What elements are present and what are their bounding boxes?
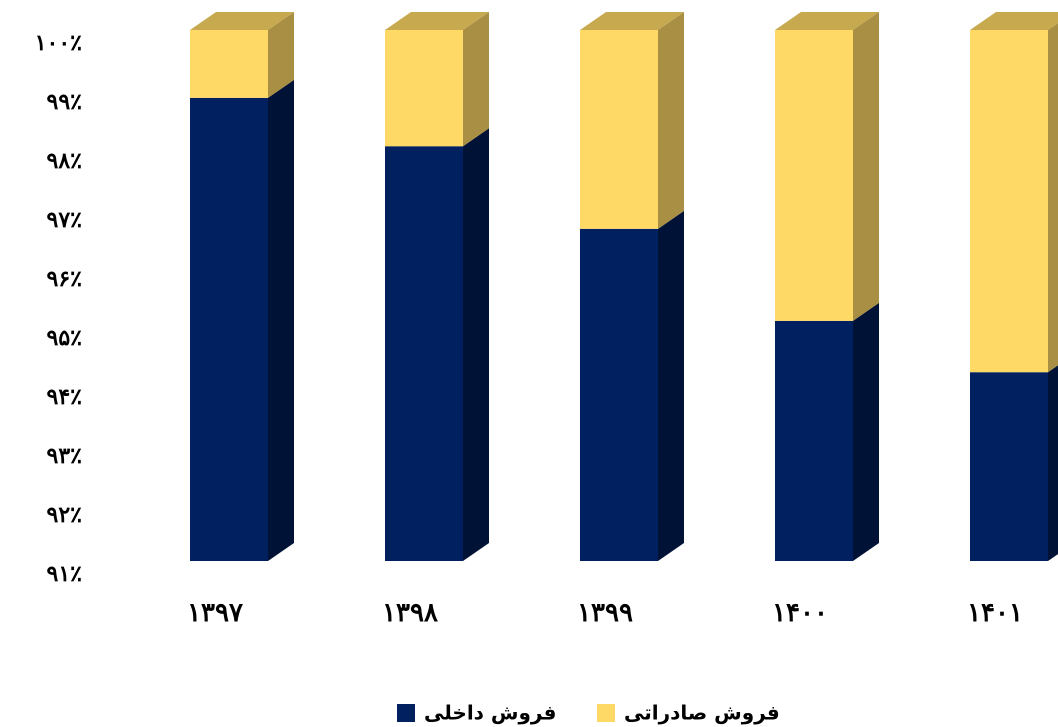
bar-side xyxy=(853,302,879,561)
bar-front xyxy=(385,30,463,147)
bar-side xyxy=(853,12,879,321)
bar-side xyxy=(463,12,489,147)
bar-segment xyxy=(385,12,489,147)
y-tick-label: ۹۵٪ xyxy=(47,325,83,351)
x-tick-label: ۱۳۹۷ xyxy=(187,598,243,628)
bar-side xyxy=(658,12,684,229)
y-tick-label: ۹۴٪ xyxy=(47,384,83,410)
bar-front xyxy=(385,146,463,562)
bar-front xyxy=(775,320,853,561)
bar-segment xyxy=(190,79,294,561)
bar-segment xyxy=(775,302,879,561)
legend-label: فروش داخلی xyxy=(424,701,556,725)
bar-front xyxy=(190,97,268,561)
bar-top xyxy=(190,12,294,30)
bar-top xyxy=(775,12,879,30)
bar-top xyxy=(970,12,1058,30)
bar-segment xyxy=(970,365,1058,561)
bar-segment xyxy=(190,12,294,98)
bar-segment xyxy=(970,12,1058,373)
y-tick-label: ۹۳٪ xyxy=(47,443,83,469)
bar-segment xyxy=(580,210,684,561)
y-tick-label: ۹۲٪ xyxy=(47,502,83,528)
x-tick-label: ۱۳۹۸ xyxy=(382,598,438,628)
bar-segment xyxy=(580,12,684,229)
bar-segment xyxy=(385,128,489,562)
bar-side xyxy=(658,210,684,561)
bar-front xyxy=(970,30,1048,373)
legend-swatch xyxy=(397,704,415,722)
bar-side xyxy=(1048,365,1058,561)
y-tick-label: ۹۱٪ xyxy=(47,561,83,587)
bar-front xyxy=(190,30,268,98)
y-tick-label: ۹۸٪ xyxy=(47,148,83,174)
bar-front xyxy=(580,30,658,229)
bar-side xyxy=(268,79,294,561)
bar-side xyxy=(268,12,294,98)
bar-side xyxy=(1048,23,1058,373)
x-tick-label: ۱۴۰۰ xyxy=(772,598,828,628)
bar-side xyxy=(463,128,489,562)
x-tick-label: ۱۳۹۹ xyxy=(577,598,633,628)
y-tick-label: ۹۶٪ xyxy=(47,266,83,292)
bar-front xyxy=(775,30,853,321)
legend-label: فروش صادراتی xyxy=(624,701,780,725)
x-tick-label: ۱۴۰۱ xyxy=(967,598,1023,628)
bar-front xyxy=(580,228,658,561)
bar-top xyxy=(385,12,489,30)
y-tick-label: ۹۹٪ xyxy=(47,89,83,115)
y-tick-label: ۹۷٪ xyxy=(47,207,83,233)
y-tick-label: ۱۰۰٪ xyxy=(35,30,82,56)
bar-segment xyxy=(775,12,879,321)
legend-swatch xyxy=(597,704,615,722)
bar-top xyxy=(580,12,684,30)
bar-front xyxy=(970,372,1048,561)
